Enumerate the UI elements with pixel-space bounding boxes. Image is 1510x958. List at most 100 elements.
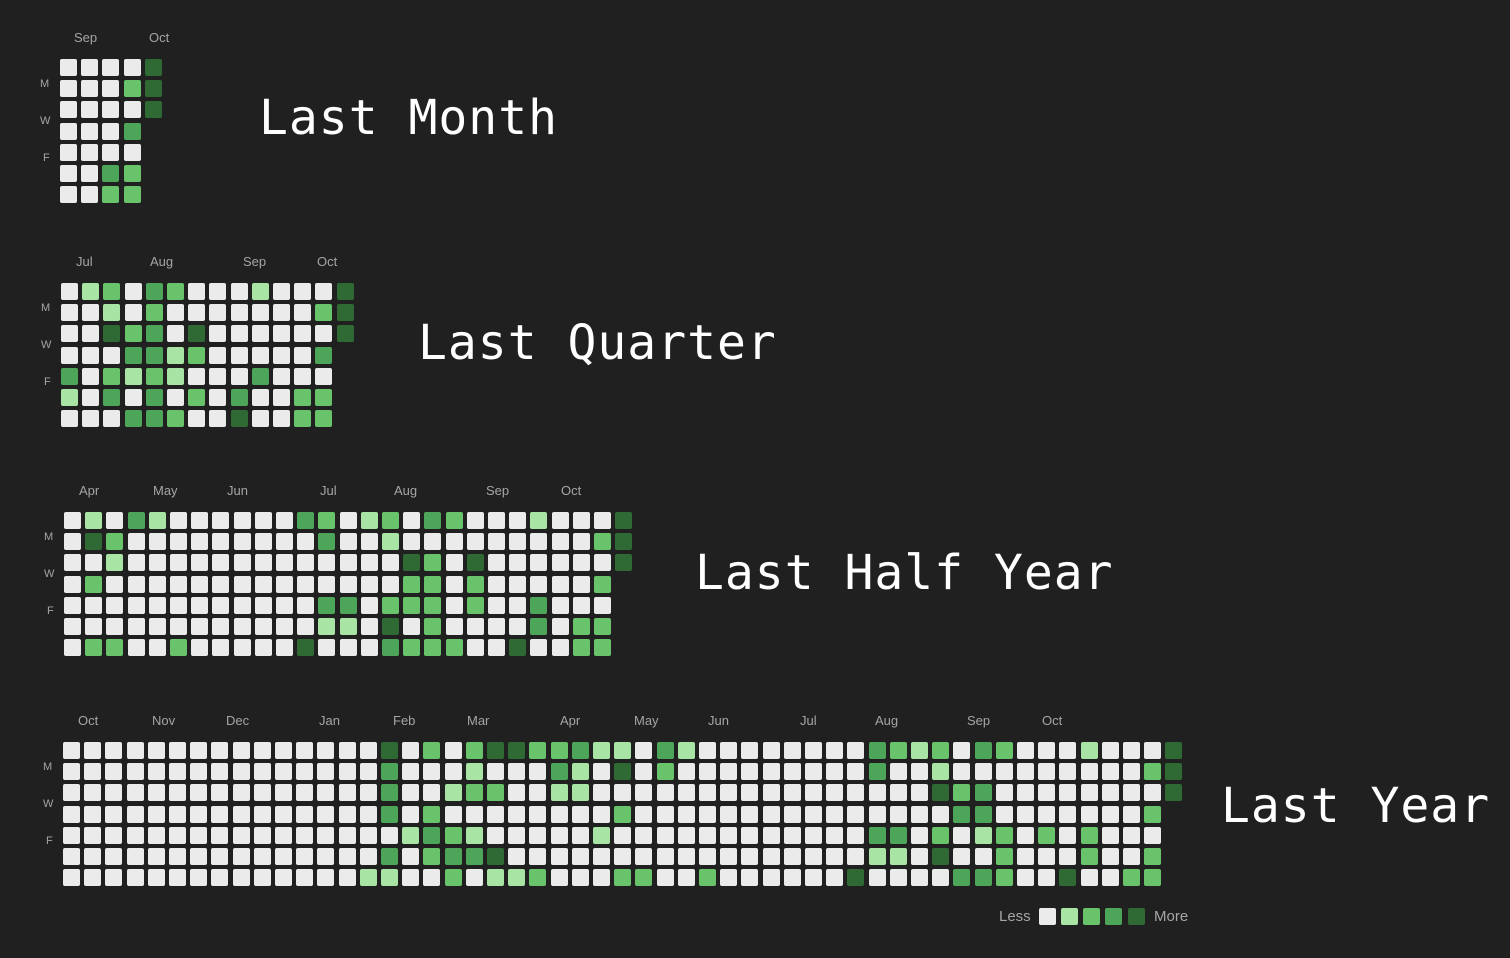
contribution-cell — [911, 848, 928, 865]
contribution-cell — [381, 869, 398, 886]
contribution-cell — [381, 848, 398, 865]
contribution-cell — [318, 639, 335, 656]
contribution-cell — [975, 848, 992, 865]
contribution-cell — [678, 742, 695, 759]
contribution-cell — [297, 597, 314, 614]
contribution-cell — [699, 763, 716, 780]
month-label: Jul — [800, 713, 817, 728]
day-label: M — [40, 78, 50, 90]
contribution-cell — [488, 533, 505, 550]
contribution-cell — [64, 639, 81, 656]
contribution-cell — [360, 848, 377, 865]
contribution-cell — [572, 806, 589, 823]
contribution-cell — [170, 618, 187, 635]
contribution-cell — [699, 742, 716, 759]
contribution-cell — [61, 368, 78, 385]
day-label: F — [44, 376, 51, 388]
contribution-cell — [234, 533, 251, 550]
contribution-cell — [552, 533, 569, 550]
contribution-cell — [84, 869, 101, 886]
contribution-cell — [315, 325, 332, 342]
contribution-cell — [551, 827, 568, 844]
contribution-cell — [212, 639, 229, 656]
contribution-cell — [1102, 827, 1119, 844]
contribution-cell — [361, 512, 378, 529]
contribution-cell — [382, 639, 399, 656]
contribution-cell — [231, 283, 248, 300]
contribution-cell — [614, 806, 631, 823]
contribution-cell — [276, 576, 293, 593]
contribution-cell — [60, 123, 77, 140]
contribution-cell — [932, 869, 949, 886]
contribution-cell — [594, 554, 611, 571]
contribution-cell — [699, 784, 716, 801]
contribution-cell — [188, 410, 205, 427]
contribution-cell — [103, 410, 120, 427]
contribution-cell — [508, 784, 525, 801]
contribution-cell — [741, 742, 758, 759]
contribution-cell — [105, 806, 122, 823]
contribution-cell — [170, 576, 187, 593]
contribution-cell — [169, 806, 186, 823]
month-label: Oct — [317, 254, 338, 269]
contribution-cell — [234, 639, 251, 656]
day-label: M — [44, 531, 54, 543]
contribution-cell — [488, 554, 505, 571]
contribution-cell — [614, 827, 631, 844]
contribution-cell — [190, 848, 207, 865]
contribution-cell — [127, 742, 144, 759]
contribution-cell — [170, 597, 187, 614]
contribution-cell — [275, 827, 292, 844]
contribution-cell — [826, 806, 843, 823]
contribution-cell — [105, 848, 122, 865]
contribution-cell — [148, 763, 165, 780]
contribution-cell — [953, 763, 970, 780]
contribution-cell — [572, 742, 589, 759]
contribution-cell — [169, 869, 186, 886]
contribution-cell — [635, 869, 652, 886]
contribution-cell — [233, 742, 250, 759]
contribution-cell — [297, 533, 314, 550]
month-label: Aug — [875, 713, 899, 728]
contribution-cell — [167, 389, 184, 406]
legend-swatch-level-0 — [1039, 908, 1056, 925]
contribution-cell — [361, 597, 378, 614]
contribution-cell — [403, 597, 420, 614]
contribution-cell — [233, 869, 250, 886]
contribution-cell — [593, 869, 610, 886]
contribution-cell — [551, 742, 568, 759]
contribution-cell — [382, 576, 399, 593]
contribution-cell — [148, 848, 165, 865]
contribution-cell — [167, 283, 184, 300]
contribution-cell — [403, 512, 420, 529]
contribution-cell — [233, 806, 250, 823]
contribution-cell — [273, 304, 290, 321]
contribution-cell — [212, 554, 229, 571]
contribution-cell — [340, 597, 357, 614]
contribution-cell — [85, 576, 102, 593]
contribution-cell — [402, 806, 419, 823]
contribution-cell — [103, 325, 120, 342]
contribution-cell — [911, 742, 928, 759]
contribution-cell — [699, 827, 716, 844]
legend-swatch-level-4 — [1128, 908, 1145, 925]
contribution-cell — [508, 806, 525, 823]
contribution-cell — [720, 869, 737, 886]
contribution-cell — [190, 784, 207, 801]
contribution-cell — [233, 784, 250, 801]
contribution-cell — [273, 325, 290, 342]
contribution-cell — [890, 742, 907, 759]
contribution-cell — [145, 101, 162, 118]
contribution-cell — [530, 597, 547, 614]
contribution-cell — [1144, 806, 1161, 823]
contribution-cell — [572, 869, 589, 886]
contribution-cell — [1081, 763, 1098, 780]
contribution-cell — [657, 763, 674, 780]
contribution-cell — [635, 848, 652, 865]
contribution-cell — [145, 80, 162, 97]
contribution-cell — [191, 533, 208, 550]
contribution-cell — [318, 597, 335, 614]
contribution-cell — [318, 554, 335, 571]
contribution-cell — [127, 827, 144, 844]
contribution-cell — [231, 325, 248, 342]
